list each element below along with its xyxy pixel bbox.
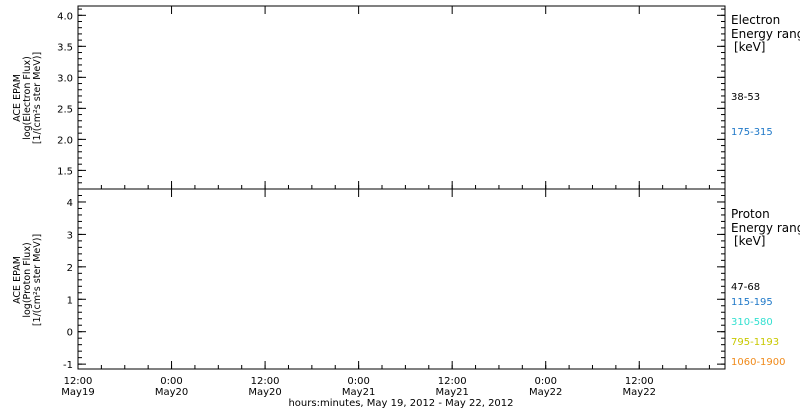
plot-frame	[77, 5, 726, 370]
proton-ylabel: ACE EPAM log(Proton Flux) [1/(cm²s ster …	[12, 234, 43, 326]
proton-legend-1060-1900: 1060-1900	[731, 357, 786, 368]
proton-legend-title: Proton	[731, 207, 770, 221]
electron-ylabel-line-1: ACE EPAM	[12, 74, 23, 122]
electron-ylabel-line-2: log(Electron Flux)	[22, 56, 33, 140]
electron-legend-38-53: 38-53	[731, 92, 760, 103]
proton-ylabel-line-1: ACE EPAM	[12, 256, 23, 304]
y-tick-label: 3.5	[57, 42, 73, 53]
x-tick-time: 12:00	[64, 376, 93, 387]
proton-legend-subtitle: Energy ranges	[731, 221, 800, 235]
x-axis-label: hours:minutes, May 19, 2012 - May 22, 20…	[288, 398, 513, 409]
proton-legend-115-195: 115-195	[731, 297, 773, 308]
y-tick-label: 3.0	[57, 73, 73, 84]
y-tick-label: 2.0	[57, 135, 73, 146]
electron-legend-unit: [keV]	[734, 40, 765, 54]
x-tick-time: 12:00	[438, 376, 467, 387]
x-tick-time: 12:00	[625, 376, 654, 387]
x-tick-date: May20	[155, 387, 188, 398]
y-tick-label: 1.5	[57, 166, 73, 177]
y-tick-label: 1	[67, 295, 73, 306]
x-tick-date: May22	[529, 387, 562, 398]
y-tick-label: 2	[67, 263, 73, 274]
x-tick-date: May22	[623, 387, 656, 398]
electron-legend-title: Electron	[731, 13, 780, 27]
proton-legend-795-1193: 795-1193	[731, 337, 779, 348]
proton-ylabel-line-2: log(Proton Flux)	[22, 242, 33, 317]
x-tick-date: May19	[61, 387, 94, 398]
x-tick-time: 0:00	[347, 376, 369, 387]
electron-legend-175-315: 175-315	[731, 127, 773, 138]
y-tick-label: -1	[63, 360, 73, 371]
proton-legend-unit: [keV]	[734, 234, 765, 248]
y-tick-label: 3	[67, 230, 73, 241]
x-tick-time: 0:00	[534, 376, 556, 387]
electron-legend-subtitle: Energy ranges	[731, 27, 800, 41]
x-tick-time: 0:00	[160, 376, 182, 387]
y-tick-label: 0	[67, 328, 73, 339]
x-tick-date: May21	[435, 387, 468, 398]
y-tick-label: 4	[67, 198, 73, 209]
x-tick-time: 12:00	[251, 376, 280, 387]
y-tick-label: 4.0	[57, 11, 73, 22]
axes: 1.52.02.53.03.54.0-10123412:00May190:00M…	[57, 6, 725, 398]
x-tick-date: May21	[342, 387, 375, 398]
electron-ylabel-line-3: [1/(cm²s ster MeV)]	[32, 52, 43, 144]
electron-ylabel: ACE EPAM log(Electron Flux) [1/(cm²s ste…	[12, 52, 43, 144]
x-tick-date: May20	[248, 387, 281, 398]
y-tick-label: 2.5	[57, 104, 73, 115]
proton-legend-47-68: 47-68	[731, 282, 760, 293]
proton-legend-310-580: 310-580	[731, 317, 773, 328]
proton-ylabel-line-3: [1/(cm²s ster MeV)]	[32, 234, 43, 326]
